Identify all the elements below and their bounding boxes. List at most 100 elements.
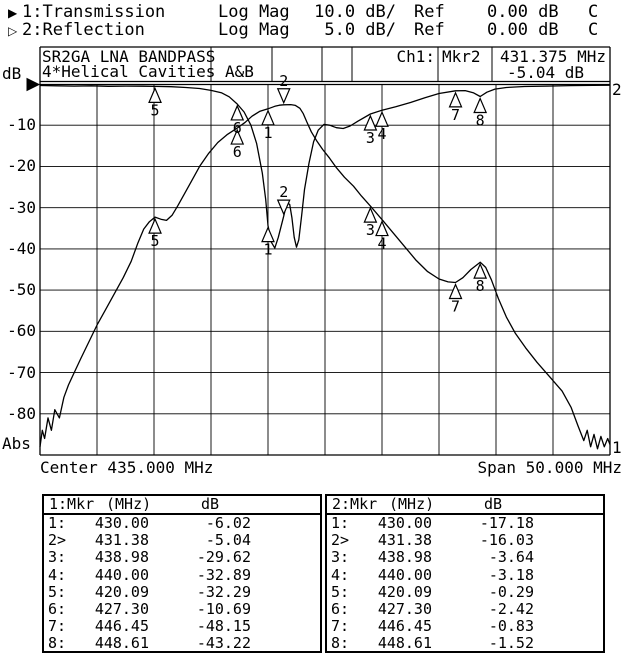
marker-1-label: 1 [263, 124, 272, 142]
marker-number: 5: [48, 582, 67, 601]
marker-level: -10.69 [196, 599, 251, 618]
channel1-cal-status: C [588, 2, 599, 22]
y-tick-label: -20 [7, 156, 36, 176]
marker-table-header-col: (MHz) [389, 495, 435, 513]
y-tick-label: -60 [7, 321, 36, 341]
marker-4-icon [375, 220, 389, 237]
marker-2-label: 2 [279, 183, 288, 201]
marker-table-row: 1: 430.00 -6.02 [44, 514, 320, 532]
trace2-end-label: 2 [612, 80, 622, 99]
marker-table-header-col: 1:Mkr [49, 495, 95, 513]
marker-table-trace2: 2:Mkr (MHz) dB 1: 430.00 -17.18 2> 431.38 -16.03… [325, 494, 605, 653]
marker-table-row: 7: 446.45 -48.15 [44, 617, 320, 636]
trace-reflection [39, 84, 611, 249]
channel1-scale: 10.0 dB/ [314, 2, 396, 22]
marker-3-label: 3 [366, 129, 375, 147]
y-tick-label: -80 [7, 403, 36, 423]
marker-3-icon [363, 206, 378, 223]
marker-5-icon [148, 86, 162, 103]
channel2-trace-icon: ▷ [8, 24, 18, 38]
marker-frequency: 446.45 [377, 617, 432, 636]
marker-7-icon [448, 91, 463, 108]
marker-3-label: 3 [366, 221, 375, 239]
marker-table-row: 2> 431.38 -16.03 [327, 531, 603, 550]
title-line2: 4*Helical Cavities A&B [42, 62, 254, 81]
marker-frequency: 430.00 [94, 514, 149, 532]
marker-number: 2> [331, 531, 350, 550]
y-tick-label: -30 [7, 197, 36, 217]
marker-frequency: 438.98 [94, 548, 149, 567]
marker-table-header-col: 2:Mkr [332, 495, 378, 513]
channel2-cal-status: C [588, 20, 599, 40]
marker-level: -0.29 [488, 582, 534, 601]
marker-frequency: 438.98 [377, 548, 432, 567]
marker-number: 5: [331, 582, 350, 601]
marker-8-icon [473, 262, 488, 279]
trace-transmission [39, 103, 611, 450]
marker-table-row: 4: 440.00 -32.89 [44, 565, 320, 584]
marker-8-label: 8 [476, 112, 485, 130]
reference-level-arrow-icon [26, 77, 41, 92]
marker-number: 6: [48, 599, 67, 618]
channel-indicator: Ch1: [396, 47, 435, 66]
channel1-ref-label: Ref [414, 2, 445, 22]
marker-table-header: 1:Mkr (MHz) dB [44, 496, 320, 515]
marker-frequency: 430.00 [377, 514, 432, 532]
marker-frequency: 440.00 [377, 565, 432, 584]
channel2-format: Log Mag [218, 20, 290, 40]
channel2-scale: 5.0 dB/ [324, 20, 396, 40]
marker-6-label: 6 [233, 119, 242, 137]
marker-level: -6.02 [205, 514, 251, 532]
marker-number: 2> [48, 531, 67, 550]
marker-number: 6: [331, 599, 350, 618]
y-axis-unit-label: dB [2, 64, 22, 83]
marker-table-header-col: (MHz) [106, 495, 152, 513]
channel1-format: Log Mag [218, 2, 290, 22]
marker-table-row: 8: 448.61 -1.52 [327, 635, 603, 652]
marker-8-icon [473, 97, 488, 114]
marker-level: -48.15 [196, 617, 251, 636]
marker-level: -29.62 [196, 548, 251, 567]
marker-level: -1.52 [488, 634, 534, 653]
marker-table-row: 3: 438.98 -3.64 [327, 549, 603, 566]
y-tick-label: -10 [7, 115, 36, 135]
marker-level: -3.64 [488, 548, 534, 567]
marker-7-icon [448, 282, 463, 300]
y-tick-label: -40 [7, 238, 36, 258]
marker-frequency: 420.09 [377, 582, 432, 601]
channel1-trace-label: 1:Transmission [22, 2, 166, 22]
marker-2-icon [276, 88, 291, 105]
marker-4-icon [375, 110, 389, 127]
marker-level: -0.83 [488, 617, 534, 636]
marker-2-icon [276, 199, 291, 216]
marker-number: 1: [48, 514, 67, 532]
trace1-end-label: 1 [612, 438, 622, 457]
y-tick-label: -50 [7, 280, 36, 300]
marker-5-label: 5 [151, 101, 160, 119]
marker-frequency: 440.00 [94, 565, 149, 584]
marker-8-label: 8 [476, 277, 485, 295]
marker-table-header-col: dB [484, 495, 503, 513]
y-tick-label: -70 [7, 362, 36, 382]
marker-level: -2.42 [488, 599, 534, 618]
marker-4-label: 4 [377, 125, 386, 143]
marker-table-row: 5: 420.09 -32.29 [44, 582, 320, 601]
marker-2-label: 2 [279, 72, 288, 90]
marker-table-header-col: dB [201, 495, 220, 513]
marker-level: -32.29 [196, 582, 251, 601]
marker-number: 8: [331, 634, 350, 653]
channel1-active-trace-icon: ▶ [8, 6, 18, 20]
marker-5-label: 5 [151, 232, 160, 250]
active-marker-value: -5.04 dB [507, 63, 585, 82]
marker-frequency: 448.61 [94, 634, 149, 653]
title-line1: SR2GA LNA BANDPASS [42, 47, 216, 66]
marker-7-label: 7 [451, 297, 460, 315]
marker-level: -17.18 [479, 514, 534, 532]
marker-number: 7: [48, 617, 67, 636]
marker-number: 3: [331, 548, 350, 567]
marker-table-row: 3: 438.98 -29.62 [44, 549, 320, 566]
channel2-ref-value: 0.00 dB [487, 20, 559, 40]
marker-frequency: 448.61 [377, 634, 432, 653]
marker-table-row: 4: 440.00 -3.18 [327, 565, 603, 584]
